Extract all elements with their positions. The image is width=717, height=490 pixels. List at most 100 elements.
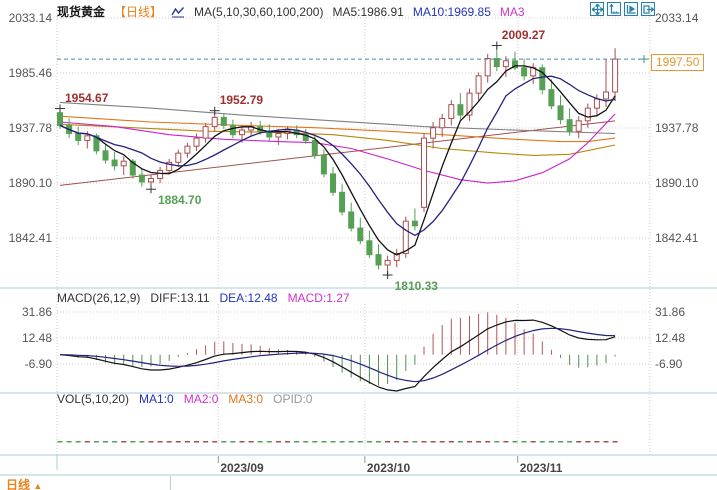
candle (366, 240, 373, 256)
vol-bar (184, 441, 190, 443)
candle (430, 127, 437, 139)
vol-bar (457, 441, 463, 443)
vol-bar (203, 441, 209, 443)
vol-bar (376, 441, 381, 443)
x-axis-label: 2023/10 (366, 461, 411, 475)
vol-bar (194, 441, 199, 443)
ma-line-MA60 (59, 123, 616, 156)
vol-bar (66, 441, 72, 443)
vol-bar (394, 441, 400, 443)
candle (357, 227, 364, 242)
candle (93, 135, 100, 152)
pivot-annotation: 1884.70 (158, 193, 202, 208)
candle (557, 105, 564, 121)
vol-bar (75, 441, 81, 443)
candle (330, 173, 336, 193)
candle (75, 133, 82, 141)
ma-line-MA5 (59, 65, 616, 256)
pivot-annotation: 2009.27 (501, 27, 546, 42)
candle (166, 161, 173, 171)
candle (148, 178, 154, 183)
candle (220, 116, 227, 126)
candle (275, 133, 282, 138)
vol-bar (303, 441, 309, 443)
vol-bar (448, 441, 454, 443)
vol-bar (266, 441, 272, 443)
pan-icon (591, 3, 603, 15)
vol-bar (130, 441, 136, 443)
ma-line-MA30 (59, 113, 616, 184)
price-axis-label-left: 1842.41 (8, 231, 52, 245)
vol-bar (248, 441, 254, 443)
vol-bar (103, 441, 108, 443)
candle (175, 152, 182, 163)
vol-bar (84, 441, 90, 443)
candle (102, 150, 109, 161)
vol-bar (157, 441, 163, 443)
vol-bar (221, 441, 227, 443)
ma-line-MA10 (59, 75, 616, 237)
macd-axis-label-left: 31.86 (21, 305, 52, 319)
candle (593, 98, 600, 109)
ma-line-MA100 (59, 115, 616, 143)
candle (157, 169, 164, 180)
candle (320, 154, 327, 175)
last-price-tag: 1997.50 (651, 54, 705, 71)
vol-bar (112, 441, 118, 443)
vol-bar (166, 441, 172, 443)
pan-tool-button[interactable] (590, 2, 604, 16)
vol-bar (612, 441, 618, 443)
macd-axis-label-left: 12.48 (21, 331, 52, 345)
vol-bar (257, 441, 263, 443)
vol-bar (603, 441, 609, 443)
symbol-name: 现货黄金 (57, 5, 106, 19)
axis-scale-tool-button[interactable] (607, 2, 621, 16)
candle (612, 58, 619, 93)
candle (502, 60, 509, 68)
vol-bar (357, 441, 363, 443)
candle (57, 112, 63, 126)
vol-bar (139, 441, 145, 443)
candle (411, 220, 418, 227)
vol-bar (467, 441, 472, 443)
candle (111, 159, 118, 167)
vol-opid-label: OPID:0 (273, 392, 313, 406)
candle (475, 75, 482, 94)
ma-settings-label: MA(5,10,30,60,100,200) (194, 4, 324, 19)
period-switch-button[interactable]: 日线 ▲ (6, 476, 42, 490)
macd-diff-label: DIFF:13.11 (150, 291, 210, 305)
chart-play-tool-button[interactable] (624, 2, 638, 16)
vol-bar (93, 441, 99, 443)
price-axis-label-right: 2033.14 (655, 11, 699, 25)
macd-axis-label-right: -6.90 (655, 357, 683, 371)
vol-indicator-header: VOL(5,10,20) MA1:0 MA2:0 MA3:0 OPID:0 (57, 392, 312, 406)
main-chart-header: 现货黄金 【日线】 MA(5,10,30,60,100,200) MA5:198… (57, 3, 525, 20)
vol-bar (239, 441, 245, 443)
candle (584, 107, 591, 122)
candle (603, 91, 609, 100)
pivot-annotation: 1810.33 (394, 279, 438, 294)
candle (402, 220, 409, 254)
macd-axis-label-left: -6.90 (24, 357, 52, 371)
candle (575, 120, 582, 132)
candle (421, 137, 427, 208)
price-axis-label-left: 1890.10 (8, 176, 52, 190)
candle (457, 104, 464, 116)
candle (566, 119, 573, 132)
macd-axis-label-right: 31.86 (655, 305, 686, 319)
vol-bar (530, 441, 536, 443)
vol-bar (321, 441, 327, 443)
candle (439, 118, 446, 129)
candle (375, 254, 382, 266)
detach-tool-button[interactable] (641, 2, 655, 16)
candle (311, 139, 318, 156)
candle (466, 92, 473, 116)
candle (484, 58, 491, 77)
vol-bar (275, 441, 281, 443)
kline-icon (171, 6, 185, 18)
candle (239, 129, 245, 136)
pivot-annotation: 1954.67 (65, 90, 109, 105)
candle (493, 58, 500, 68)
vol-bar (567, 441, 573, 443)
